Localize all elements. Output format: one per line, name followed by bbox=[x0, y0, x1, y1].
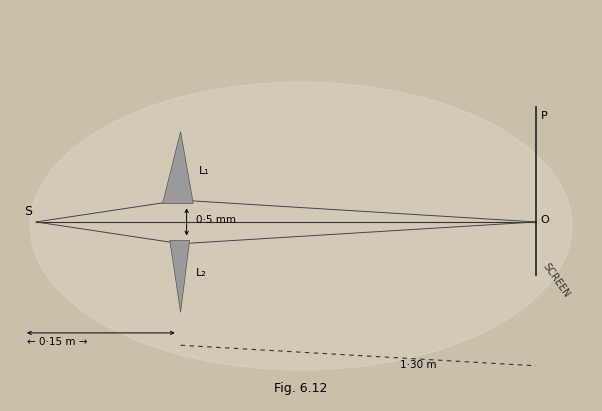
Text: P: P bbox=[541, 111, 547, 121]
Text: Fig. 6.12: Fig. 6.12 bbox=[275, 381, 327, 395]
Text: 0·5 mm: 0·5 mm bbox=[196, 215, 235, 225]
Text: S: S bbox=[24, 205, 32, 218]
Polygon shape bbox=[170, 240, 190, 312]
Text: O: O bbox=[541, 215, 550, 225]
Text: SCREEN: SCREEN bbox=[541, 261, 571, 299]
Polygon shape bbox=[163, 132, 193, 203]
Text: 1·30 m: 1·30 m bbox=[400, 360, 436, 369]
Ellipse shape bbox=[30, 82, 572, 370]
Text: ← 0·15 m →: ← 0·15 m → bbox=[27, 337, 87, 347]
Text: L₁: L₁ bbox=[199, 166, 210, 176]
Text: L₂: L₂ bbox=[196, 268, 206, 278]
